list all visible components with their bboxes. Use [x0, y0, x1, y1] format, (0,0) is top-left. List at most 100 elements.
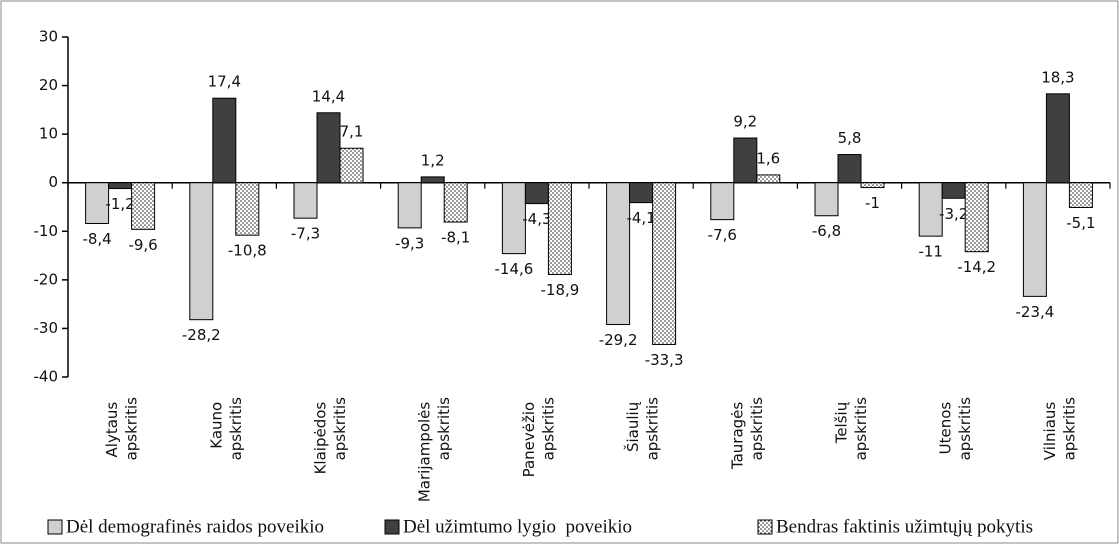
label-line: Telšių — [832, 397, 850, 444]
legend-label: Dėl demografinės raidos poveikio — [66, 516, 324, 537]
bar — [547, 182, 572, 276]
label-line: Alytaus — [103, 397, 121, 457]
label-line: apskritis — [122, 397, 140, 461]
x-tick-label: Alytaus apskritis — [103, 397, 141, 461]
label-line: apskritis — [1060, 397, 1078, 461]
bar — [710, 182, 735, 221]
value-label: -1,2 — [105, 195, 134, 213]
legend-swatch — [757, 519, 773, 535]
bar — [108, 182, 133, 190]
label-line: apskritis — [956, 397, 974, 461]
bar — [339, 147, 364, 184]
value-label: -29,2 — [599, 331, 638, 349]
value-label: -8,4 — [82, 230, 111, 248]
value-label: -5,1 — [1066, 214, 1095, 232]
legend-swatch — [384, 519, 400, 535]
value-label: -7,6 — [708, 226, 737, 244]
bar — [189, 182, 214, 321]
y-tick-label: -40 — [34, 368, 59, 386]
bar — [860, 182, 885, 189]
value-label: 17,4 — [208, 73, 241, 91]
label-line: Utenos — [936, 397, 954, 454]
bar — [501, 182, 526, 255]
value-label: -28,2 — [182, 326, 221, 344]
bar — [131, 182, 156, 230]
label-line: Tauragės — [728, 397, 746, 470]
value-label: -9,6 — [128, 236, 157, 254]
value-label: 14,4 — [312, 87, 345, 105]
label-line: apskritis — [226, 397, 244, 461]
value-label: -11 — [918, 243, 943, 261]
bar — [733, 137, 758, 184]
label-line: Panevėžio — [519, 397, 537, 477]
value-label: -33,3 — [645, 351, 684, 369]
bar — [606, 182, 631, 326]
x-tick-label: Telšių apskritis — [832, 397, 870, 461]
value-label: 7,1 — [340, 123, 364, 141]
bar — [524, 182, 549, 205]
value-label: -7,3 — [291, 225, 320, 243]
label-line: Šiaulių — [623, 397, 642, 452]
value-label: 5,8 — [838, 129, 862, 147]
bar — [918, 182, 943, 237]
bar — [316, 112, 341, 184]
x-tick-label: Marijampolės apskritis — [415, 397, 453, 502]
label-line: apskritis — [747, 397, 765, 461]
bar — [652, 182, 677, 345]
legend-label: Dėl užimtumo lygio poveikio — [403, 516, 632, 537]
y-tick-label: 30 — [39, 28, 58, 46]
bar — [941, 182, 966, 199]
x-tick-label: Utenos apskritis — [936, 397, 974, 461]
bar — [629, 182, 654, 204]
bar — [756, 174, 781, 184]
value-label: -14,2 — [957, 258, 996, 276]
bar — [85, 182, 110, 225]
value-label: -6,8 — [812, 222, 841, 240]
y-tick-label: 0 — [48, 173, 58, 191]
bar — [212, 97, 237, 184]
label-line: apskritis — [539, 397, 557, 461]
x-tick-label: Vilniaus apskritis — [1040, 397, 1078, 461]
y-tick-label: -30 — [34, 319, 59, 337]
bar — [420, 176, 445, 184]
y-tick-label: -20 — [34, 270, 59, 288]
value-label: -1 — [865, 194, 880, 212]
bar — [964, 182, 989, 253]
label-line: Vilniaus — [1040, 397, 1058, 460]
bar — [837, 154, 862, 184]
y-tick-label: 10 — [39, 125, 58, 143]
label-line: apskritis — [643, 397, 661, 461]
bar — [1068, 182, 1093, 208]
value-label: -4,3 — [522, 210, 551, 228]
value-label: -23,4 — [1015, 303, 1054, 321]
x-tick-label: Kauno apskritis — [207, 397, 245, 461]
y-tick-label: -10 — [34, 222, 59, 240]
x-tick-label: Šiaulių apskritis — [623, 397, 662, 461]
legend: Dėl demografinės raidos poveikio Dėl užim… — [47, 516, 1033, 537]
value-label: -9,3 — [395, 234, 424, 252]
value-label: 1,6 — [756, 149, 780, 167]
bar — [443, 182, 468, 223]
label-line: apskritis — [331, 397, 349, 461]
y-tick-label: 20 — [39, 76, 58, 94]
bar — [293, 182, 318, 219]
label-line: apskritis — [435, 397, 453, 461]
legend-swatch — [47, 519, 63, 535]
x-tick-label: Tauragės apskritis — [728, 397, 766, 470]
bar — [235, 182, 260, 236]
value-label: -18,9 — [540, 281, 579, 299]
bar — [814, 182, 839, 217]
value-label: 18,3 — [1041, 68, 1074, 86]
label-line: apskritis — [852, 397, 870, 461]
value-label: -10,8 — [228, 242, 267, 260]
value-label: -14,6 — [494, 260, 533, 278]
x-tick-label: Klaipėdos apskritis — [311, 397, 349, 475]
bar — [1022, 182, 1047, 297]
value-label: -3,2 — [939, 205, 968, 223]
label-line: Klaipėdos — [311, 397, 329, 474]
bar — [1045, 93, 1070, 184]
label-line: Kauno — [207, 397, 225, 449]
value-label: 1,2 — [421, 151, 445, 169]
